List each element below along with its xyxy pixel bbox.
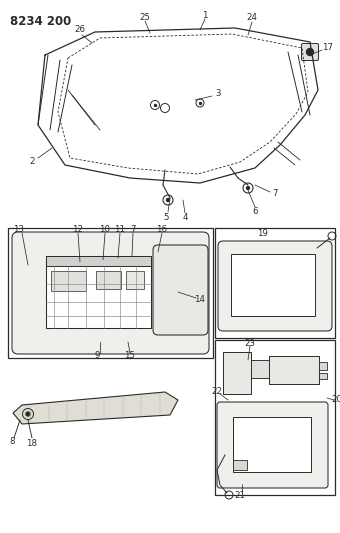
Text: 26: 26 — [74, 25, 85, 34]
Text: 17: 17 — [323, 44, 334, 52]
Text: 23: 23 — [244, 338, 255, 348]
Circle shape — [306, 49, 313, 55]
Polygon shape — [13, 392, 178, 424]
Bar — [319, 362, 327, 370]
Bar — [215, 340, 335, 495]
FancyBboxPatch shape — [302, 44, 319, 61]
Bar — [319, 373, 327, 379]
Text: 7: 7 — [130, 225, 136, 235]
Text: 5: 5 — [163, 213, 169, 222]
Text: 11: 11 — [115, 225, 125, 235]
Text: 4: 4 — [182, 214, 188, 222]
Text: 20: 20 — [332, 395, 340, 405]
Circle shape — [26, 412, 30, 416]
Text: 16: 16 — [156, 225, 168, 235]
Text: 3: 3 — [215, 90, 221, 99]
Text: 6: 6 — [252, 207, 258, 216]
Bar — [269, 356, 319, 384]
Text: 9: 9 — [94, 351, 100, 360]
Bar — [46, 256, 151, 266]
Bar — [215, 228, 335, 338]
Bar — [231, 254, 315, 316]
Text: 18: 18 — [27, 439, 37, 448]
Text: 21: 21 — [235, 491, 245, 500]
Text: 2: 2 — [29, 157, 35, 166]
Text: 7: 7 — [272, 190, 278, 198]
FancyBboxPatch shape — [217, 402, 328, 488]
FancyBboxPatch shape — [12, 232, 209, 354]
Text: 8: 8 — [9, 438, 15, 447]
Text: 24: 24 — [246, 13, 257, 22]
Text: 12: 12 — [72, 225, 84, 235]
Text: 8234 200: 8234 200 — [10, 15, 71, 28]
Circle shape — [167, 198, 170, 201]
Bar — [126, 271, 144, 289]
Text: 25: 25 — [139, 13, 151, 22]
Text: 22: 22 — [211, 387, 222, 397]
Text: 15: 15 — [124, 351, 136, 360]
Bar — [223, 352, 251, 394]
Bar — [233, 417, 311, 472]
Bar — [251, 360, 269, 378]
Bar — [46, 256, 151, 328]
Bar — [8, 228, 213, 358]
Text: 10: 10 — [100, 225, 110, 235]
Bar — [233, 460, 247, 470]
Circle shape — [246, 187, 250, 190]
Bar — [51, 271, 86, 291]
Bar — [96, 271, 121, 289]
FancyBboxPatch shape — [218, 241, 332, 331]
Text: 13: 13 — [14, 225, 24, 235]
Text: 14: 14 — [194, 295, 205, 303]
Text: 19: 19 — [257, 229, 268, 238]
Text: 1: 1 — [202, 12, 208, 20]
FancyBboxPatch shape — [153, 245, 208, 335]
